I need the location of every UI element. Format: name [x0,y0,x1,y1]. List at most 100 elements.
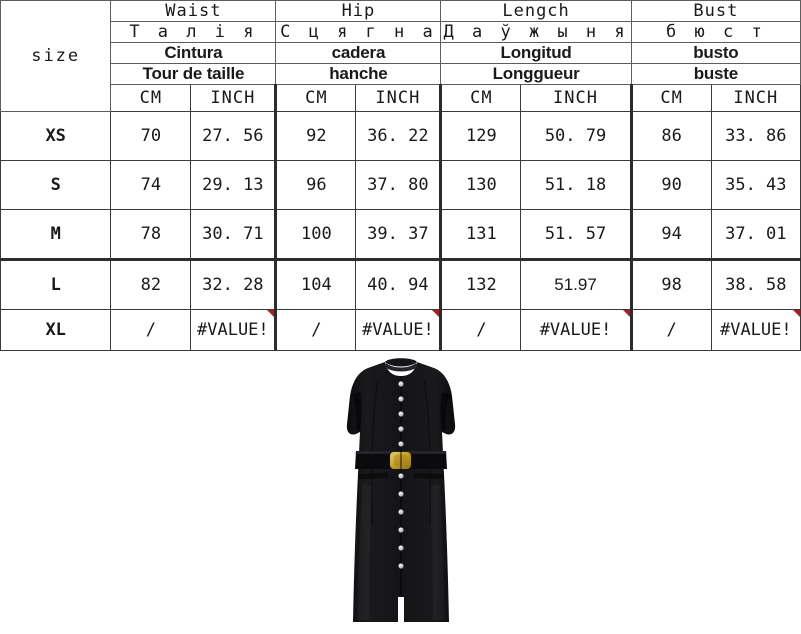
header-bust-cyr: б ю с т [630,21,801,43]
length-inch-l: 51.97 [520,259,632,310]
unit-hip-inch: INCH [355,84,442,112]
waist-inch-xs: 27. 56 [190,111,277,161]
table-row: XS 70 27. 56 92 36. 22 129 50. 79 86 33.… [0,111,801,161]
size-name-m: M [0,209,112,261]
bust-inch-xl: #VALUE! [710,309,801,351]
header-row-units: CM INCH CM INCH CM INCH CM INCH [1,84,801,112]
dress-collar [385,363,417,372]
length-cm-xs: 129 [439,111,522,161]
bust-cm-xs: 86 [629,111,712,161]
pocket-flap-right [414,473,444,479]
dress-button [398,545,404,551]
dress-button [398,491,404,497]
bust-cm-m: 94 [629,209,712,261]
dress-button [398,509,404,515]
header-hip-en: Hip [275,0,442,22]
unit-hip-cm: CM [274,84,357,112]
waist-inch-l: 32. 28 [190,259,277,310]
size-name-xl: XL [0,309,112,351]
hip-inch-m: 39. 37 [355,209,442,261]
hip-cm-xl: / [274,309,357,351]
unit-waist-inch: INCH [190,84,277,112]
header-length-fr: Longgueur [440,63,632,85]
dress-button [398,411,404,417]
dress-button [398,563,404,569]
unit-waist-cm: CM [110,84,192,112]
length-cm-m: 131 [439,209,522,261]
waist-inch-m: 30. 71 [190,209,277,261]
hip-cm-xs: 92 [274,111,357,161]
hip-inch-xs: 36. 22 [355,111,442,161]
header-length-es: Longitud [440,42,632,64]
size-name-s: S [0,160,112,210]
header-row-english: size Waist Hip Lengch Bust [0,0,801,112]
table-row: S 74 29. 13 96 37. 80 130 51. 18 90 35. … [0,160,801,210]
length-cm-s: 130 [439,160,522,210]
waist-cm-l: 82 [110,259,192,310]
dress-illustration [322,354,480,634]
dress-button [398,381,404,387]
waist-cm-m: 78 [110,209,192,261]
bust-cm-xl: / [629,309,712,351]
waist-inch-s: 29. 13 [190,160,277,210]
hip-cm-s: 96 [274,160,357,210]
unit-length-inch: INCH [520,84,632,112]
waist-cm-s: 74 [110,160,192,210]
length-cm-l: 132 [439,259,522,310]
size-name-xs: XS [0,111,112,161]
bust-inch-s: 35. 43 [710,160,801,210]
unit-bust-inch: INCH [710,84,801,112]
length-inch-xl: #VALUE! [520,309,632,351]
seam-left [371,379,379,525]
length-cm-xl: / [439,309,522,351]
bust-cm-s: 90 [629,160,712,210]
product-photo-dress [322,354,480,634]
header-hip-fr: hanche [275,63,442,85]
seam-right [423,379,431,525]
unit-bust-cm: CM [629,84,712,112]
header-length-en: Lengch [440,0,632,22]
size-label-cell: size [0,0,112,112]
header-waist-cyr: Т а л і я [110,21,277,43]
header-waist-es: Cintura [110,42,277,64]
dress-button [398,441,404,447]
hip-inch-l: 40. 94 [355,259,442,310]
size-name-l: L [0,259,112,310]
dress-button [398,396,404,402]
header-bust-es: busto [630,42,801,64]
header-row-spanish: Cintura cadera Longitud busto [1,42,801,64]
unit-length-cm: CM [439,84,522,112]
bust-inch-m: 37. 01 [710,209,801,261]
length-inch-s: 51. 18 [520,160,632,210]
hip-cm-l: 104 [274,259,357,310]
header-bust-en: Bust [630,0,801,22]
dress-button [398,426,404,432]
hem-front-slit [398,597,404,622]
table-row: XL / #VALUE! / #VALUE! / #VALUE! / #VALU… [0,309,801,351]
hip-inch-s: 37. 80 [355,160,442,210]
header-waist-en: Waist [110,0,277,22]
header-waist-fr: Tour de taille [110,63,277,85]
hip-inch-xl: #VALUE! [355,309,442,351]
waist-inch-xl: #VALUE! [190,309,277,351]
header-bust-fr: buste [630,63,801,85]
length-inch-m: 51. 57 [520,209,632,261]
size-chart-table: size Waist Hip Lengch Bust Т а л і я С ц… [0,0,801,351]
hip-cm-m: 100 [274,209,357,261]
bust-inch-xs: 33. 86 [710,111,801,161]
length-inch-xs: 50. 79 [520,111,632,161]
bust-cm-l: 98 [629,259,712,310]
waist-cm-xs: 70 [110,111,192,161]
header-length-cyr: Д а ў ж ы н я [440,21,632,43]
header-hip-cyr: С ц я г н а [275,21,442,43]
header-row-french: Tour de taille hanche Longgueur buste [1,63,801,85]
header-hip-es: cadera [275,42,442,64]
dress-button [398,527,404,533]
armhole-right-shadow [440,392,450,432]
armhole-left-shadow [352,392,362,432]
waist-cm-xl: / [110,309,192,351]
bust-inch-l: 38. 58 [710,259,801,310]
pocket-flap-left [358,473,388,479]
table-row: L 82 32. 28 104 40. 94 132 51.97 98 38. … [0,259,801,310]
header-row-cyrillic: Т а л і я С ц я г н а Д а ў ж ы н я б ю … [1,21,801,43]
